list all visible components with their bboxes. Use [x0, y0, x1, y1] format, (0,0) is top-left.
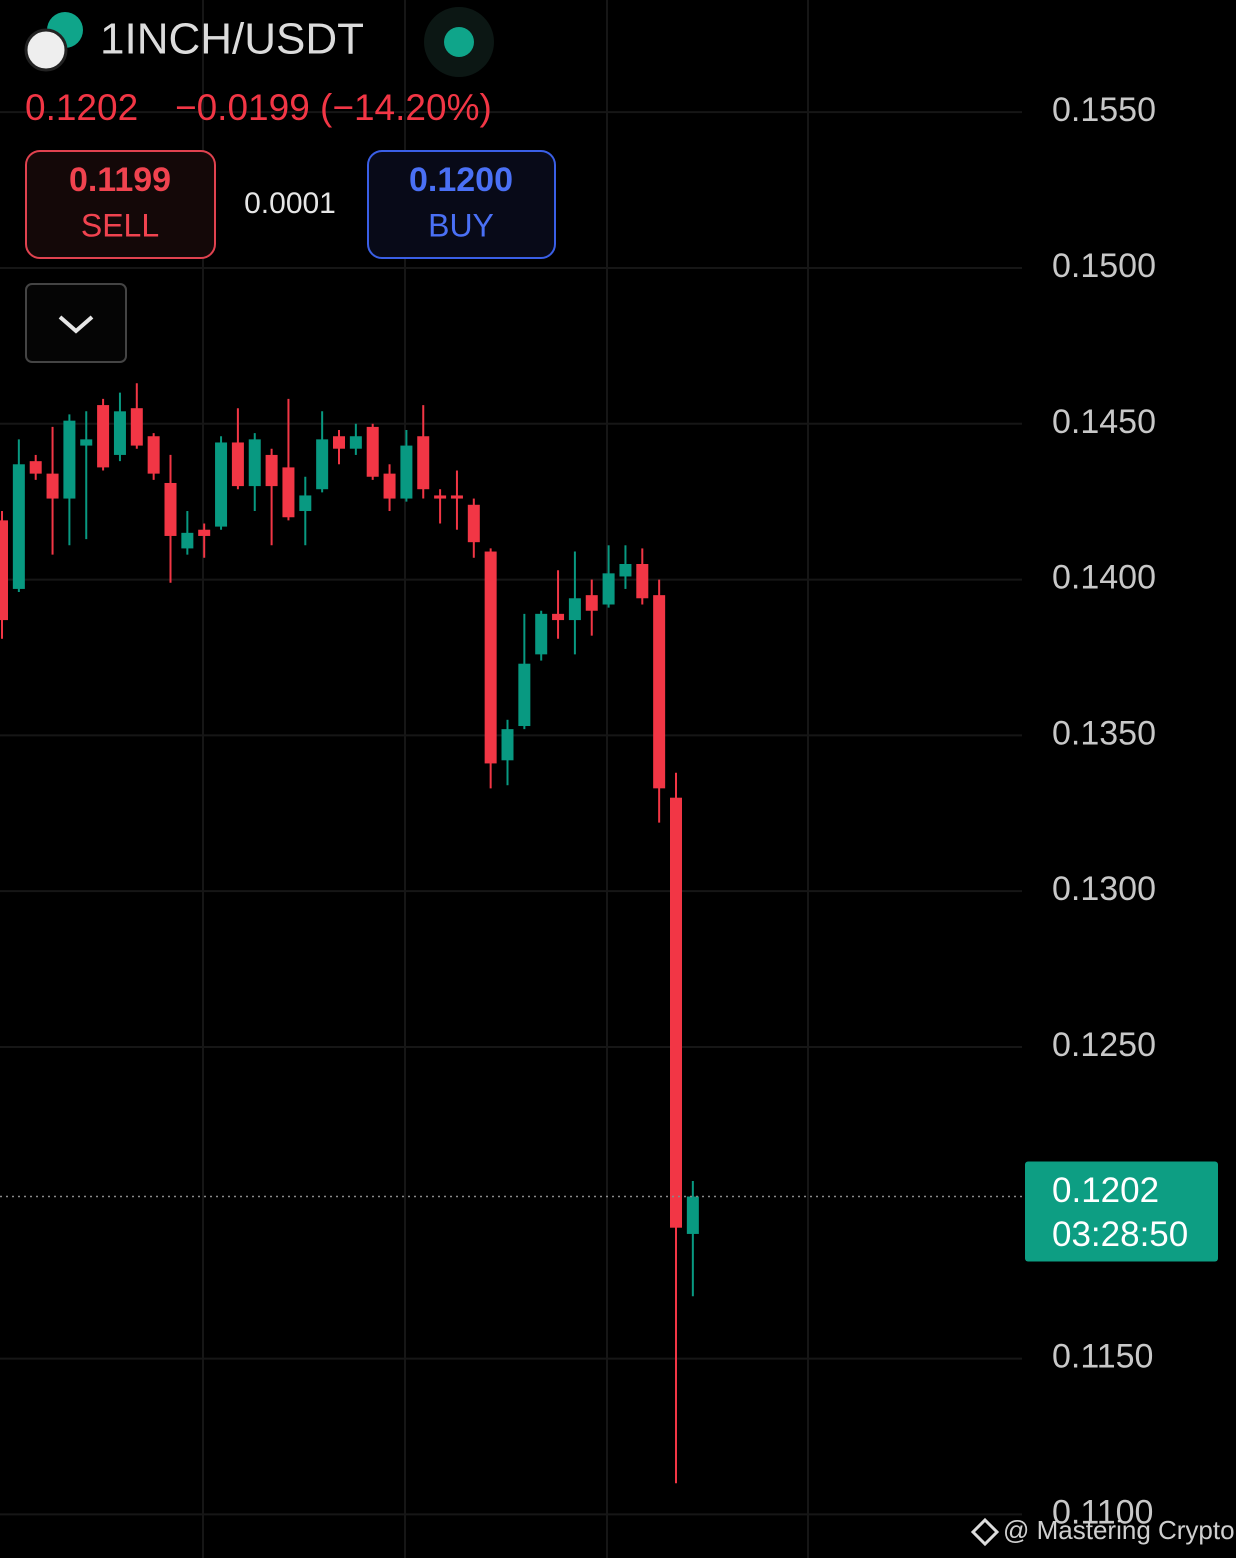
- candle-body: [147, 436, 160, 474]
- candle-body: [333, 436, 345, 449]
- last-price-label: 0.1202: [1052, 1171, 1159, 1210]
- candle-body: [265, 454, 278, 487]
- candle-body: [299, 495, 312, 512]
- last-price: 0.1202: [25, 87, 138, 128]
- candle-body: [181, 532, 194, 549]
- status-dot: [444, 27, 474, 57]
- candle-body: [653, 595, 666, 789]
- y-tick-label: 0.1300: [1052, 870, 1156, 908]
- candle-body: [46, 473, 59, 499]
- candle-body: [383, 473, 396, 499]
- candle-body: [686, 1196, 699, 1234]
- candle-body: [164, 482, 177, 536]
- y-tick-label: 0.1450: [1052, 403, 1156, 441]
- candle-body: [29, 461, 42, 474]
- plot: [0, 111, 1022, 1516]
- candle-body: [63, 420, 76, 499]
- sell-price: 0.1199: [69, 161, 171, 199]
- candle-body: [12, 464, 25, 589]
- price-axis: 0.1550 0.1500 0.1450 0.1400 0.1350 0.1300 0.12…: [1025, 91, 1218, 1531]
- symbol: 1INCH/USDT: [100, 15, 364, 64]
- candle-body: [484, 551, 497, 764]
- spread: 0.0001: [244, 187, 336, 220]
- candle-body: [80, 439, 93, 446]
- y-tick-label: 0.1350: [1052, 714, 1156, 752]
- candle-body: [417, 436, 430, 490]
- sell-button[interactable]: [25, 150, 216, 259]
- y-tick-label: 0.1550: [1052, 91, 1156, 129]
- y-tick-label: 0.1500: [1052, 247, 1156, 285]
- candle-body: [248, 439, 261, 487]
- last-price-box: [1025, 1161, 1218, 1262]
- candle-body: [366, 426, 379, 477]
- price-change: −0.0199 (−14.20%): [175, 87, 492, 128]
- coin-icon: [24, 28, 68, 72]
- candle-body: [636, 563, 649, 599]
- watermark-icon: [970, 1517, 1000, 1547]
- candle-body: [602, 573, 615, 605]
- y-tick-label: 0.1400: [1052, 559, 1156, 597]
- candle-body: [467, 504, 480, 543]
- candle-body: [552, 613, 565, 621]
- candle-body: [501, 729, 514, 761]
- candle-body: [113, 411, 126, 455]
- buy-label: BUY: [428, 207, 494, 243]
- buy-button[interactable]: [367, 150, 556, 259]
- time-grid: [202, 0, 809, 1558]
- candle-body: [518, 663, 531, 727]
- chevron: [58, 315, 94, 334]
- candle-body: [198, 529, 211, 536]
- candle-body: [130, 408, 143, 446]
- candle-body: [97, 405, 110, 468]
- candle-body: [316, 439, 329, 490]
- candle-body: [231, 442, 244, 487]
- buy-price: 0.1200: [409, 161, 513, 199]
- candle-body: [535, 613, 548, 655]
- candle-body: [282, 467, 295, 518]
- y-tick-label: 0.1100: [1052, 1493, 1153, 1531]
- y-tick-label: 0.1250: [1052, 1026, 1156, 1064]
- candle-body: [434, 495, 447, 499]
- sell-label: SELL: [81, 207, 159, 243]
- candle-body: [349, 436, 362, 449]
- candle-body: [619, 563, 632, 577]
- watermark: @ Mastering Crypto: [1003, 1515, 1235, 1545]
- candle-body: [0, 520, 8, 621]
- candle-body: [450, 495, 463, 499]
- candle-body: [585, 595, 598, 611]
- countdown: 03:28:50: [1052, 1215, 1188, 1254]
- candle-body: [400, 445, 413, 499]
- candle-body: [568, 598, 581, 621]
- candle-body: [670, 797, 682, 1228]
- candle-body: [215, 442, 228, 527]
- y-tick-label: 0.1150: [1052, 1338, 1153, 1376]
- dropdown-button[interactable]: [25, 283, 127, 363]
